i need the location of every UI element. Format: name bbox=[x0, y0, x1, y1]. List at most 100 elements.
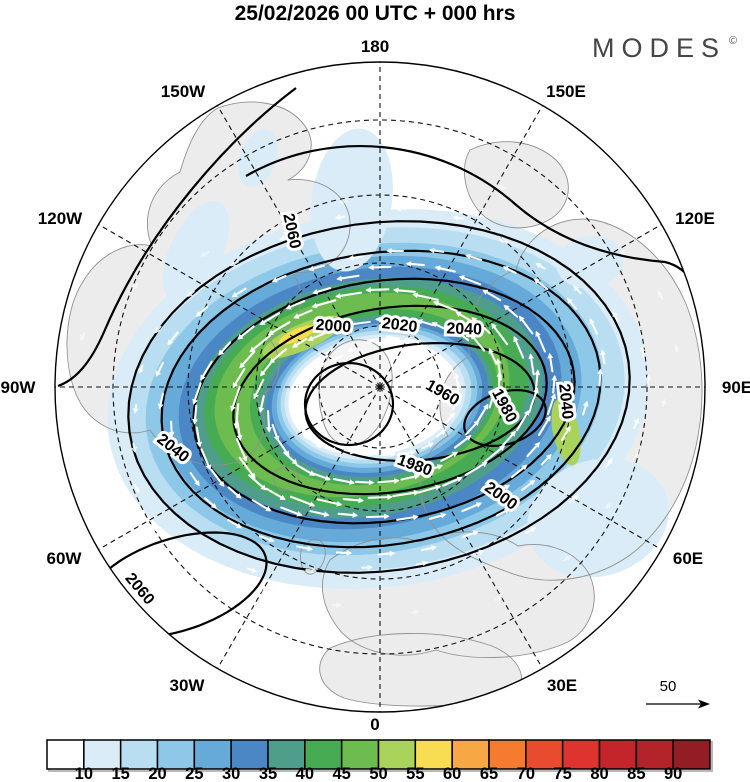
wind-arrow-icon bbox=[313, 361, 327, 372]
colorbar-tick: 35 bbox=[259, 765, 277, 782]
wind-arrow-icon bbox=[348, 320, 371, 327]
wind-arrow-icon bbox=[416, 319, 434, 327]
colorbar-tick: 15 bbox=[111, 765, 129, 782]
colorbar-cell bbox=[598, 739, 638, 770]
colorbar-cell bbox=[451, 739, 490, 770]
longitude-label: 150W bbox=[161, 82, 206, 101]
wind-arrow-icon bbox=[476, 403, 489, 423]
wind-arrow-icon bbox=[436, 429, 447, 438]
wind-arrow-icon bbox=[279, 235, 290, 241]
wind-arrow-icon bbox=[528, 353, 535, 376]
wind-arrow-icon bbox=[639, 345, 646, 359]
height-contour bbox=[463, 389, 547, 447]
wind-arrow-icon bbox=[227, 486, 242, 499]
longitude-label: 90E bbox=[722, 378, 750, 397]
wind-arrow-icon bbox=[312, 287, 332, 295]
wind-arrow-icon bbox=[285, 299, 306, 310]
wind-arrow-icon bbox=[361, 564, 373, 571]
wind-arrow-icon bbox=[316, 498, 343, 507]
wind-arrow-icon bbox=[308, 264, 326, 272]
speed-patch-10 bbox=[162, 201, 230, 303]
wind-arrow-icon bbox=[167, 331, 179, 346]
wind-arrow-icon bbox=[445, 412, 455, 424]
wind-arrow-icon bbox=[294, 413, 301, 428]
wind-arrow-icon bbox=[447, 363, 455, 375]
wind-arrow-icon bbox=[200, 250, 210, 257]
wind-arrow-icon bbox=[482, 289, 502, 302]
wind-arrow-icon bbox=[336, 274, 360, 282]
wind-arrow-icon bbox=[218, 341, 232, 356]
height-contour bbox=[127, 220, 631, 574]
wind-arrows bbox=[64, 180, 680, 615]
meridian-line bbox=[98, 386, 381, 550]
colorbar-tick: 45 bbox=[332, 765, 350, 782]
wind-arrow-icon bbox=[497, 184, 507, 191]
wind-arrow-icon bbox=[657, 290, 664, 300]
wind-arrow-icon bbox=[458, 275, 482, 286]
height-contour bbox=[192, 277, 576, 525]
contour-label: 2040 bbox=[446, 320, 482, 338]
wind-arrow-icon bbox=[604, 458, 613, 469]
wind-arrow-icon bbox=[232, 368, 246, 389]
coastline bbox=[464, 141, 569, 229]
wind-arrow-icon bbox=[434, 265, 456, 273]
wind-arrow-icon bbox=[540, 453, 552, 466]
wind-arrow-icon bbox=[289, 495, 316, 507]
meridian-line bbox=[379, 386, 662, 550]
wind-arrow-icon bbox=[452, 215, 464, 221]
wind-arrow-icon bbox=[567, 297, 578, 310]
wind-arrow-icon bbox=[292, 384, 299, 397]
wind-arrow-icon bbox=[238, 456, 256, 479]
wind-arrow-icon bbox=[534, 369, 541, 395]
colorbar-tick: 40 bbox=[296, 765, 314, 782]
wind-arrow-icon bbox=[331, 602, 342, 608]
wind-arrow-icon bbox=[412, 292, 439, 301]
wind-arrow-icon bbox=[488, 347, 498, 365]
wind-arrow-icon bbox=[431, 322, 453, 333]
wind-arrow-icon bbox=[192, 404, 198, 425]
wind-arrow-icon bbox=[510, 464, 528, 479]
wind-arrow-icon bbox=[435, 353, 446, 364]
wind-arrow-icon bbox=[428, 512, 447, 520]
wind-arrow-icon bbox=[296, 545, 314, 552]
wind-arrow-icon bbox=[386, 248, 405, 254]
wind-arrow-icon bbox=[535, 330, 546, 353]
wind-arrow-icon bbox=[229, 260, 240, 267]
map-outline-circle bbox=[54, 61, 706, 713]
longitude-labels: 180 150W 150E 120W 120E 90W 90E 60W 60E 30W 30E 0 bbox=[1, 37, 750, 734]
wind-arrow-icon bbox=[335, 550, 353, 556]
wind-arrow-icon bbox=[392, 287, 416, 294]
wind-arrow-icon bbox=[299, 426, 309, 441]
colorbar-tick: 50 bbox=[369, 765, 387, 782]
longitude-label: 120E bbox=[675, 209, 715, 228]
wind-arrow-icon bbox=[235, 438, 248, 462]
coastline bbox=[419, 218, 703, 581]
wind-arrow-icon bbox=[488, 388, 497, 409]
colorbar-tick: 80 bbox=[590, 765, 608, 782]
wind-arrow-icon bbox=[377, 478, 400, 484]
wind-arrow-icon bbox=[535, 262, 546, 270]
wind-arrow-icon bbox=[673, 343, 680, 353]
wind-arrow-icon bbox=[189, 553, 200, 561]
wind-arrow-icon bbox=[451, 396, 460, 411]
wind-arrow-icon bbox=[442, 476, 463, 487]
wind-arrow-icon bbox=[405, 261, 425, 267]
speed-patch-10 bbox=[556, 235, 624, 289]
longitude-label: 150E bbox=[546, 82, 586, 101]
wind-arrow-icon bbox=[361, 450, 377, 457]
colorbar-cell bbox=[46, 739, 85, 770]
wind-arrow-icon bbox=[248, 474, 267, 491]
colorbar-cell bbox=[561, 739, 601, 770]
latitude-circle bbox=[318, 325, 442, 449]
wind-arrow-icon bbox=[618, 248, 626, 255]
wind-arrow-icon bbox=[410, 609, 421, 615]
wind-arrow-icon bbox=[454, 329, 470, 342]
wind-arrow-icon bbox=[365, 287, 390, 293]
wind-arrow-icon bbox=[155, 325, 162, 334]
latitude-circle bbox=[112, 119, 648, 655]
wind-arrow-icon bbox=[392, 489, 420, 498]
wind-arrow-icon bbox=[150, 524, 159, 532]
wind-arrow-icon bbox=[290, 398, 296, 412]
wind-arrow-icon bbox=[526, 441, 540, 458]
